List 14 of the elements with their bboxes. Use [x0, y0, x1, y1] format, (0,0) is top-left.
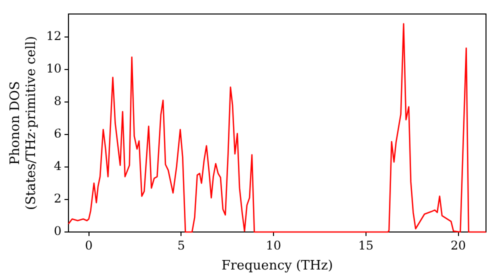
x-tick-label: 10 [266, 238, 282, 252]
y-tick-label: 10 [46, 61, 62, 76]
y-tick-label: 8 [54, 94, 62, 108]
y-axis-title: Phonon DOS (States/THz·primitive cell) [8, 36, 39, 210]
y-tick-label: 4 [54, 159, 62, 174]
y-tick-label: 6 [54, 126, 62, 141]
x-axis-title: Frequency (THz) [222, 258, 333, 274]
x-tick-label: 0 [84, 238, 93, 252]
y-tick-label: 12 [46, 28, 62, 43]
x-tick-label: 5 [177, 238, 185, 252]
y-tick-label: 0 [54, 224, 62, 238]
x-tick-label: 15 [358, 238, 374, 252]
x-tick-label: 20 [450, 238, 466, 252]
y-tick-label: 2 [54, 192, 62, 206]
